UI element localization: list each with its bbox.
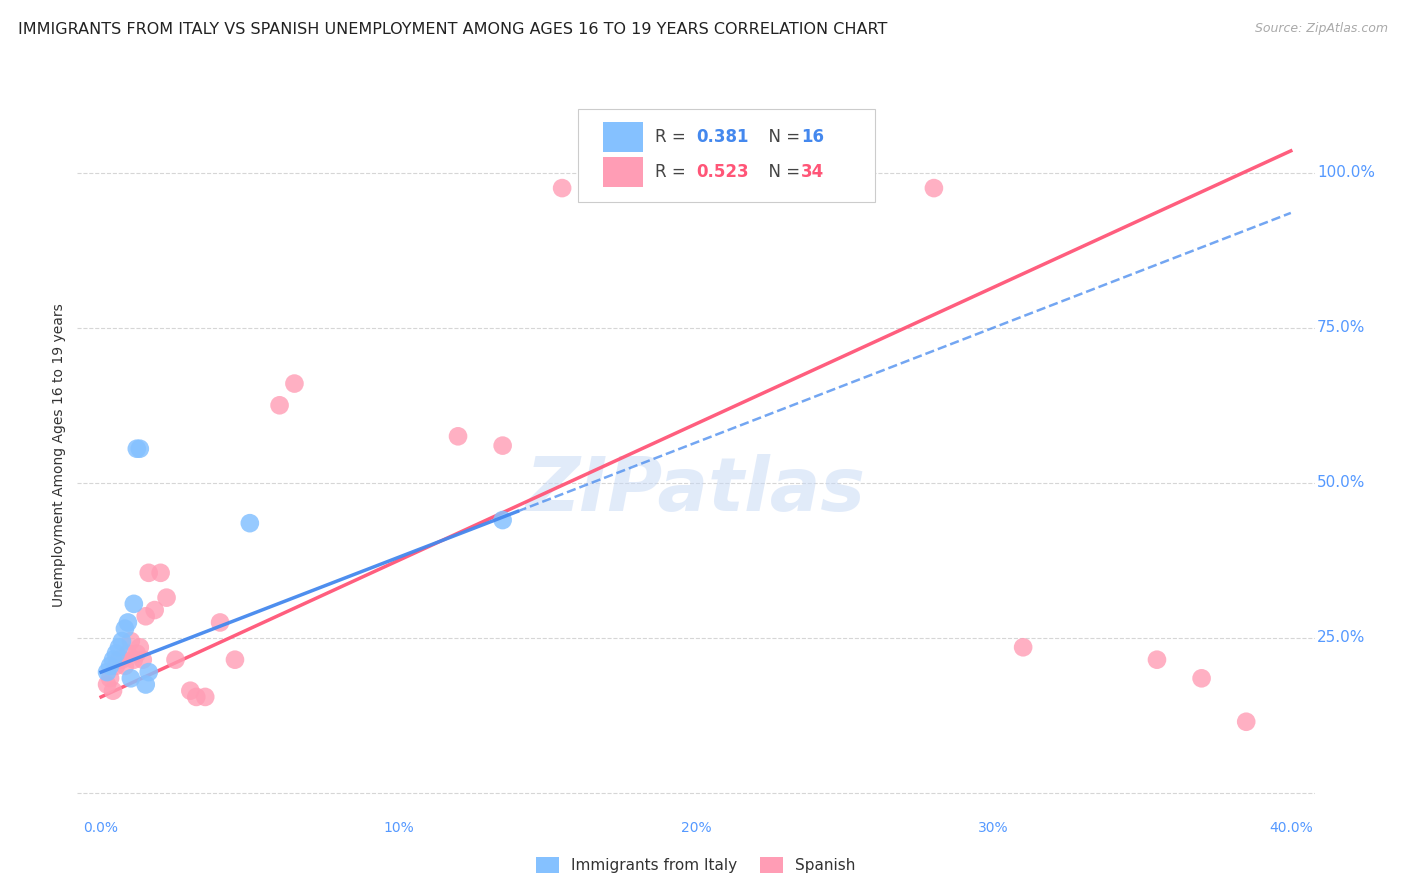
Text: N =: N =: [758, 128, 806, 146]
Point: [135, 677, 157, 691]
Bar: [603, 122, 643, 153]
Text: R =: R =: [655, 128, 692, 146]
Point: [108, 640, 131, 655]
Text: R =: R =: [655, 162, 692, 180]
Point: [138, 665, 160, 679]
Point: [135, 609, 157, 624]
Text: N =: N =: [758, 162, 806, 180]
Text: 34: 34: [801, 162, 824, 180]
Text: 0.381: 0.381: [696, 128, 748, 146]
Point: [114, 622, 136, 636]
Point: [98, 659, 121, 673]
Point: [105, 647, 127, 661]
Point: [98, 671, 121, 685]
Point: [108, 653, 131, 667]
Point: [155, 591, 177, 605]
Point: [114, 659, 136, 673]
Point: [209, 615, 232, 630]
Point: [186, 690, 208, 704]
Point: [120, 671, 142, 685]
Point: [179, 683, 201, 698]
Point: [492, 513, 515, 527]
Point: [122, 597, 145, 611]
Point: [132, 653, 155, 667]
Point: [96, 665, 118, 679]
Point: [111, 634, 134, 648]
Point: [120, 634, 142, 648]
Point: [117, 615, 139, 630]
Point: [283, 376, 305, 391]
Text: IMMIGRANTS FROM ITALY VS SPANISH UNEMPLOYMENT AMONG AGES 16 TO 19 YEARS CORRELAT: IMMIGRANTS FROM ITALY VS SPANISH UNEMPLO…: [18, 22, 887, 37]
Point: [239, 516, 262, 531]
Text: 25.0%: 25.0%: [1317, 631, 1365, 646]
Point: [1234, 714, 1257, 729]
Text: 0.523: 0.523: [696, 162, 748, 180]
Text: ZIPatlas: ZIPatlas: [526, 454, 866, 527]
Text: 100.0%: 100.0%: [1317, 165, 1375, 180]
Legend: Immigrants from Italy, Spanish: Immigrants from Italy, Spanish: [530, 851, 862, 880]
Point: [224, 653, 246, 667]
Text: 50.0%: 50.0%: [1317, 475, 1365, 491]
Point: [1146, 653, 1168, 667]
Point: [117, 647, 139, 661]
Text: 16: 16: [801, 128, 824, 146]
Point: [922, 181, 945, 195]
Text: Source: ZipAtlas.com: Source: ZipAtlas.com: [1254, 22, 1388, 36]
Point: [101, 683, 124, 698]
Point: [165, 653, 187, 667]
Point: [492, 439, 515, 453]
Point: [138, 566, 160, 580]
Point: [1012, 640, 1035, 655]
Point: [143, 603, 166, 617]
Text: 75.0%: 75.0%: [1317, 320, 1365, 335]
Point: [125, 647, 148, 661]
Y-axis label: Unemployment Among Ages 16 to 19 years: Unemployment Among Ages 16 to 19 years: [52, 303, 66, 607]
Point: [122, 653, 145, 667]
Point: [101, 653, 124, 667]
Point: [128, 442, 150, 456]
Point: [128, 640, 150, 655]
Point: [105, 659, 127, 673]
Bar: [603, 157, 643, 186]
Point: [447, 429, 470, 443]
Point: [194, 690, 217, 704]
Point: [125, 442, 148, 456]
Point: [96, 677, 118, 691]
FancyBboxPatch shape: [578, 109, 876, 202]
Point: [269, 398, 291, 412]
Point: [1191, 671, 1213, 685]
Point: [149, 566, 172, 580]
Point: [551, 181, 574, 195]
Point: [111, 653, 134, 667]
